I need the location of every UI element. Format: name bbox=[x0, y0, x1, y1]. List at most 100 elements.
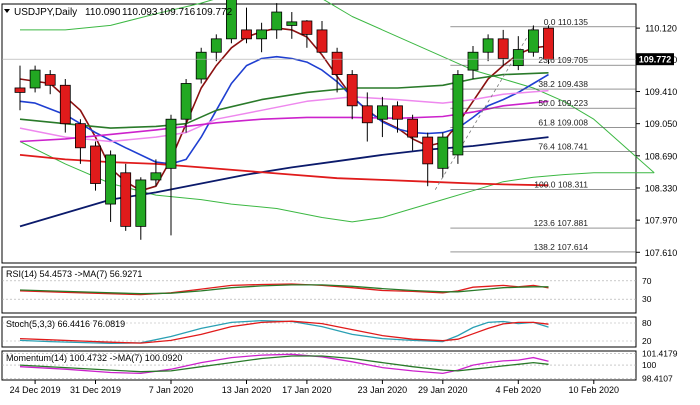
candle-body bbox=[512, 49, 524, 67]
candle bbox=[180, 79, 192, 133]
x-tick-label: 24 Dec 2019 bbox=[10, 385, 61, 395]
high-value: 110.093 bbox=[122, 7, 158, 18]
open-value: 110.090 bbox=[85, 7, 121, 18]
candle bbox=[105, 150, 116, 222]
candle bbox=[422, 132, 434, 187]
x-tick-label: 17 Jan 2020 bbox=[282, 385, 332, 395]
candle bbox=[346, 70, 358, 120]
fib-level-label: 50.0 109.223 bbox=[538, 98, 588, 108]
current-price-tag bbox=[636, 53, 674, 66]
candle-body bbox=[376, 105, 388, 120]
panel-frame-main bbox=[1, 3, 637, 264]
close-value: 109.772 bbox=[196, 7, 233, 18]
x-tick-label: 4 Feb 2020 bbox=[496, 385, 542, 395]
candle-body bbox=[120, 172, 132, 227]
candle bbox=[271, 3, 283, 39]
candle bbox=[195, 47, 207, 84]
panel-frame-mom bbox=[1, 350, 637, 381]
candle-body bbox=[180, 83, 192, 120]
candle bbox=[59, 79, 71, 133]
indicator-tick-label: 70 bbox=[642, 276, 652, 286]
indicator-tick-label: 101.4179 bbox=[642, 348, 678, 358]
rsi-series-line bbox=[19, 284, 549, 295]
x-tick-label: 13 Jan 2020 bbox=[222, 385, 272, 395]
candle-body bbox=[467, 51, 479, 71]
candle bbox=[392, 101, 403, 133]
fib-level-label: 61.8 109.008 bbox=[538, 117, 588, 127]
fib-level-label: 0.0 110.135 bbox=[544, 17, 589, 27]
candle-body bbox=[392, 105, 403, 120]
fib-level-label: 76.4 108.741 bbox=[538, 141, 588, 151]
indicator-tick-label: 30 bbox=[642, 294, 652, 304]
candle bbox=[407, 114, 419, 151]
candle bbox=[452, 70, 464, 164]
stoch-title: Stoch(5,3,3) 66.4416 76.0819 bbox=[6, 319, 125, 329]
ma-line-bb bbox=[19, 141, 655, 223]
candle bbox=[361, 92, 373, 142]
candle-body bbox=[75, 123, 86, 149]
symbol-dropdown-icon[interactable] bbox=[4, 9, 10, 13]
candle-body bbox=[286, 21, 298, 26]
candle bbox=[135, 177, 147, 240]
candle-body bbox=[407, 118, 419, 138]
y-tick-label: 110.120 bbox=[645, 24, 677, 34]
low-value: 109.716 bbox=[159, 7, 196, 18]
candle-body bbox=[14, 87, 26, 93]
y-tick-label: 107.610 bbox=[645, 248, 678, 258]
candle-body bbox=[90, 145, 101, 184]
y-tick-label: 107.970 bbox=[645, 216, 678, 226]
ma-line-ma_pink bbox=[19, 89, 549, 143]
candle-body bbox=[331, 51, 343, 75]
x-tick-label: 10 Feb 2020 bbox=[569, 385, 620, 395]
candle-body bbox=[241, 29, 252, 40]
current-price-label: 109.772 bbox=[639, 55, 672, 65]
indicator-tick-label: 100 bbox=[642, 360, 656, 370]
candle-body bbox=[210, 38, 222, 53]
indicator-tick-label: 20 bbox=[642, 336, 652, 346]
candle bbox=[225, 0, 237, 44]
candle-body bbox=[452, 74, 464, 156]
fib-level-label: 23.6 109.705 bbox=[538, 55, 588, 65]
candle-body bbox=[135, 179, 147, 227]
candle-body bbox=[195, 51, 207, 80]
candle bbox=[286, 12, 298, 39]
candle-body bbox=[528, 29, 539, 53]
x-tick-label: 23 Jan 2020 bbox=[358, 385, 408, 395]
ma-line-ma_blue bbox=[19, 55, 549, 165]
candle bbox=[437, 132, 449, 178]
candle bbox=[44, 70, 56, 95]
candle bbox=[376, 96, 388, 138]
candle-body bbox=[225, 0, 237, 40]
candle-body bbox=[543, 27, 554, 60]
candle-body bbox=[437, 136, 449, 169]
candle bbox=[120, 163, 132, 231]
momentum-title: Momentum(14) 100.4732 ->MA(7) 100.0920 bbox=[6, 353, 182, 363]
candle bbox=[90, 141, 101, 191]
candle bbox=[316, 20, 328, 53]
candle bbox=[467, 45, 479, 80]
candle bbox=[482, 34, 494, 62]
panel-frame-sto bbox=[1, 316, 637, 348]
candle bbox=[497, 29, 509, 66]
candle bbox=[528, 25, 539, 57]
chart-title: USDJPY,Daily bbox=[14, 7, 77, 18]
candle bbox=[256, 22, 268, 53]
candle bbox=[165, 114, 177, 236]
candle bbox=[543, 25, 554, 64]
candle-body bbox=[256, 29, 268, 40]
x-tick-label: 31 Dec 2019 bbox=[70, 385, 121, 395]
candle bbox=[512, 36, 524, 71]
candle-body bbox=[301, 20, 313, 35]
ma-line-bb bbox=[20, 0, 655, 174]
momentum-series-line bbox=[19, 355, 549, 373]
rsi-title: RSI(14) 54.4573 ->MA(7) 56.9271 bbox=[6, 269, 142, 279]
y-tick-label: 109.050 bbox=[645, 119, 678, 129]
candle bbox=[210, 34, 222, 62]
candle-body bbox=[361, 105, 373, 124]
fib-level-label: 138.2 107.614 bbox=[534, 242, 589, 252]
candle-body bbox=[44, 74, 56, 86]
fib-level-label: 38.2 109.438 bbox=[538, 79, 588, 89]
candle-body bbox=[150, 172, 162, 181]
